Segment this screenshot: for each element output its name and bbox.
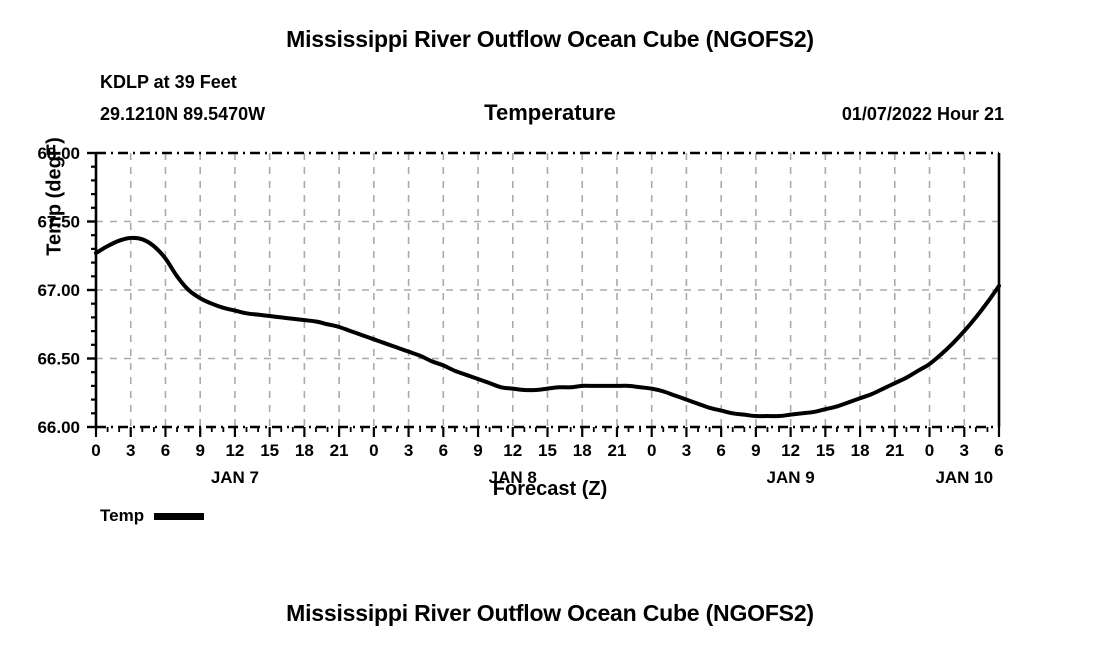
x-axis-title: Forecast (Z) <box>492 478 608 500</box>
x-axis-day-labels: JAN 7 JAN 8 JAN 9 JAN 10 <box>211 468 993 487</box>
x-tick-label: 3 <box>960 441 969 460</box>
x-tick-label: 12 <box>225 441 244 460</box>
y-tick-label: 67.50 <box>37 213 80 232</box>
x-tick-label: 6 <box>439 441 448 460</box>
x-tick-label: 18 <box>851 441 870 460</box>
x-tick-label: 6 <box>161 441 170 460</box>
legend-label-temp: Temp <box>100 506 145 525</box>
x-tick-label: 3 <box>126 441 135 460</box>
x-tick-label: 9 <box>751 441 760 460</box>
x-tick-label: 15 <box>260 441 279 460</box>
y-tick-label: 66.00 <box>37 418 80 437</box>
x-tick-label: 0 <box>925 441 934 460</box>
x-tick-label: 0 <box>647 441 656 460</box>
x-tick-label: 6 <box>716 441 725 460</box>
y-tick-label: 66.50 <box>37 350 80 369</box>
x-tick-label: 12 <box>503 441 522 460</box>
x-tick-label: 18 <box>295 441 314 460</box>
x-tick-label: 15 <box>538 441 557 460</box>
run-datetime-label: 01/07/2022 Hour 21 <box>841 104 1004 124</box>
x-tick-label: 21 <box>608 441 627 460</box>
day-label: JAN 7 <box>211 468 259 487</box>
grid-lines <box>96 153 999 427</box>
x-tick-label: 21 <box>885 441 904 460</box>
day-label: JAN 10 <box>935 468 993 487</box>
x-tick-label: 18 <box>573 441 592 460</box>
x-tick-label: 3 <box>404 441 413 460</box>
x-tick-label: 0 <box>369 441 378 460</box>
y-tick-label: 67.00 <box>37 281 80 300</box>
series-line-temp <box>94 235 1001 419</box>
x-tick-label: 12 <box>781 441 800 460</box>
chart-plot: 66.00 66.50 67.00 67.50 68.00 0 3 6 9 12 15 18 21 0 3 6… <box>37 144 1004 487</box>
chart-svg: 66.00 66.50 67.00 67.50 68.00 0 3 6 9 12 15 18 21 0 3 6… <box>37 144 1004 487</box>
legend-swatch-temp <box>154 512 205 520</box>
footer-title: Mississippi River Outflow Ocean Cube (NG… <box>286 600 814 626</box>
x-tick-label: 3 <box>682 441 691 460</box>
chart-subtitle: Temperature <box>484 100 616 125</box>
day-label: JAN 9 <box>767 468 815 487</box>
x-tick-label: 9 <box>195 441 204 460</box>
page-title: Mississippi River Outflow Ocean Cube (NG… <box>286 26 814 52</box>
chart-legend: Temp <box>100 506 205 526</box>
station-label: KDLP at 39 Feet <box>100 72 237 92</box>
x-tick-label: 15 <box>816 441 835 460</box>
x-tick-label: 0 <box>91 441 100 460</box>
coordinates-label: 29.1210N 89.5470W <box>100 104 266 124</box>
y-axis-ticks: 66.00 66.50 67.00 67.50 68.00 <box>37 144 96 437</box>
x-tick-label: 9 <box>473 441 482 460</box>
x-axis-ticks: 0 3 6 9 12 15 18 21 0 3 6 9 12 15 18 21 0 3 6 9 12 15 18 21 0 3 6 <box>91 427 1004 460</box>
x-tick-label: 6 <box>994 441 1003 460</box>
day-label: JAN 8 <box>489 468 537 487</box>
x-tick-label: 21 <box>330 441 349 460</box>
y-tick-label: 68.00 <box>37 144 80 163</box>
